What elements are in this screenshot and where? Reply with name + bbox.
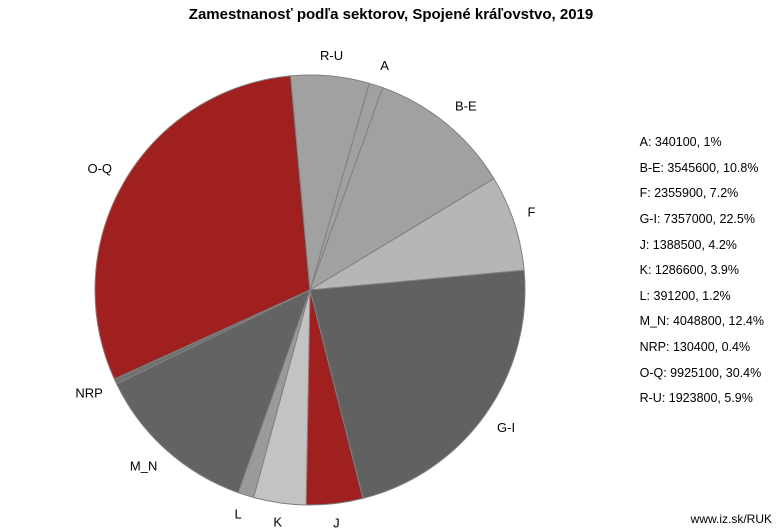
legend-item: L: 391200, 1.2% [640,284,764,310]
legend-item: F: 2355900, 7.2% [640,181,764,207]
legend-item: G-I: 7357000, 22.5% [640,207,764,233]
slice-label-L: L [234,507,241,522]
footer-link: www.iz.sk/RUK [691,512,772,526]
slice-label-O-Q: O-Q [87,161,112,176]
slice-label-A: A [380,58,389,73]
slice-label-NRP: NRP [75,385,102,400]
legend-item: M_N: 4048800, 12.4% [640,309,764,335]
legend: A: 340100, 1% B-E: 3545600, 10.8% F: 235… [640,130,764,412]
slice-label-F: F [527,204,535,219]
pie-group [95,75,525,505]
slice-label-B-E: B-E [455,99,477,114]
legend-item: R-U: 1923800, 5.9% [640,386,764,412]
chart-container: Zamestnanosť podľa sektorov, Spojené krá… [0,0,782,532]
slice-label-J: J [333,515,340,530]
legend-item: A: 340100, 1% [640,130,764,156]
legend-item: K: 1286600, 3.9% [640,258,764,284]
slice-label-K: K [273,515,282,530]
slice-label-R-U: R-U [320,48,343,63]
legend-item: O-Q: 9925100, 30.4% [640,361,764,387]
legend-item: NRP: 130400, 0.4% [640,335,764,361]
slice-label-G-I: G-I [497,420,515,435]
legend-item: B-E: 3545600, 10.8% [640,156,764,182]
legend-item: J: 1388500, 4.2% [640,233,764,259]
slice-label-M_N: M_N [130,459,157,474]
